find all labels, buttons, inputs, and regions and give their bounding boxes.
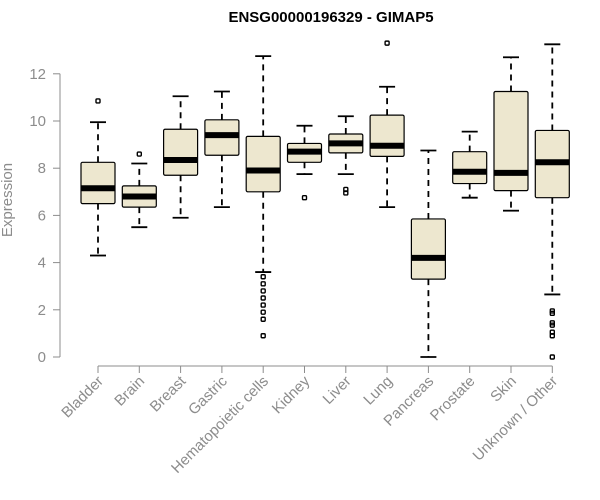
x-tick-label: Lung xyxy=(360,373,396,409)
outlier-point xyxy=(260,274,266,280)
outlier-point xyxy=(260,288,266,294)
x-tick-label: Breast xyxy=(147,372,190,415)
outlier-point xyxy=(549,333,555,339)
y-tick-label: 12 xyxy=(29,66,46,83)
box-skin xyxy=(493,56,529,212)
outlier-point xyxy=(136,151,143,157)
box-unknown-other xyxy=(534,43,570,360)
outlier-point xyxy=(260,295,266,301)
outlier-point xyxy=(549,354,555,360)
outlier-point xyxy=(301,194,308,201)
iqr-box xyxy=(452,151,488,185)
x-tick-label: Kidney xyxy=(269,372,314,417)
outlier-point xyxy=(343,190,349,196)
box-breast xyxy=(163,95,199,219)
y-axis: 0 2 4 6 8 10 12 xyxy=(29,66,61,366)
iqr-box xyxy=(163,128,199,176)
outlier-point xyxy=(260,316,266,322)
iqr-box xyxy=(369,114,405,157)
iqr-box xyxy=(80,161,116,205)
y-tick-label: 0 xyxy=(38,349,46,366)
iqr-box xyxy=(493,90,529,192)
box-brain xyxy=(121,151,157,229)
iqr-box xyxy=(410,218,446,280)
y-tick-label: 10 xyxy=(29,113,46,130)
x-tick-label: Prostate xyxy=(427,373,479,425)
y-axis-label: Expression xyxy=(0,163,16,237)
x-tick-label: Skin xyxy=(487,373,520,406)
chart-title: ENSG00000196329 - GIMAP5 xyxy=(228,9,433,26)
y-tick-label: 6 xyxy=(38,207,46,224)
x-tick-label: Brain xyxy=(111,373,148,410)
box-liver xyxy=(328,115,364,196)
outlier-point xyxy=(260,309,266,315)
box-bladder xyxy=(80,98,116,257)
box-lung xyxy=(369,40,405,209)
outlier-point xyxy=(549,322,555,328)
outlier-point xyxy=(384,40,390,46)
plot-area xyxy=(80,40,570,360)
box-kidney xyxy=(286,124,323,201)
x-tick-label: Liver xyxy=(320,373,355,408)
outlier-point xyxy=(260,333,266,339)
box-gastric xyxy=(204,90,240,209)
outlier-point xyxy=(260,302,266,308)
y-tick-label: 2 xyxy=(38,302,46,319)
box-prostate xyxy=(452,130,488,199)
y-tick-label: 4 xyxy=(38,255,46,272)
x-tick-label: Bladder xyxy=(58,373,107,422)
box-hematopoietic-cells xyxy=(245,55,281,339)
box-pancreas xyxy=(410,149,446,358)
outlier-point xyxy=(549,310,555,317)
outlier-point xyxy=(260,281,266,287)
y-tick-label: 8 xyxy=(38,160,46,177)
iqr-box xyxy=(245,135,281,193)
outlier-point xyxy=(95,98,101,104)
